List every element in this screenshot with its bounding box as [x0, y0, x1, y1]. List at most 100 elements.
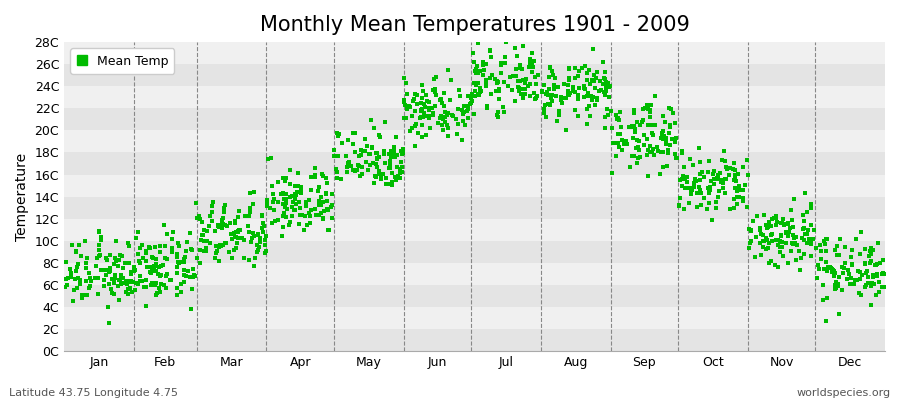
- Mean Temp: [361, 167, 375, 174]
- Mean Temp: [309, 212, 323, 219]
- Mean Temp: [77, 292, 92, 299]
- Mean Temp: [255, 212, 269, 218]
- Mean Temp: [316, 199, 330, 205]
- Mean Temp: [64, 274, 78, 280]
- Mean Temp: [817, 238, 832, 244]
- Mean Temp: [334, 176, 348, 183]
- Mean Temp: [864, 302, 878, 308]
- Mean Temp: [208, 254, 222, 261]
- Mean Temp: [366, 180, 381, 186]
- Mean Temp: [710, 175, 724, 181]
- Mean Temp: [875, 284, 889, 290]
- Mean Temp: [538, 102, 553, 108]
- Mean Temp: [562, 66, 576, 72]
- Mean Temp: [834, 264, 849, 270]
- Mean Temp: [242, 208, 256, 215]
- Mean Temp: [325, 202, 339, 208]
- Mean Temp: [769, 237, 783, 243]
- Mean Temp: [116, 265, 130, 271]
- Mean Temp: [399, 114, 413, 121]
- Mean Temp: [188, 272, 202, 279]
- Mean Temp: [388, 153, 402, 160]
- Mean Temp: [417, 110, 431, 116]
- Mean Temp: [448, 116, 463, 122]
- Mean Temp: [773, 238, 788, 244]
- Mean Temp: [627, 110, 642, 116]
- Mean Temp: [694, 190, 708, 196]
- Mean Temp: [585, 77, 599, 84]
- Mean Temp: [745, 218, 760, 225]
- Mean Temp: [425, 105, 439, 111]
- Mean Temp: [552, 108, 566, 114]
- Mean Temp: [854, 292, 868, 299]
- Mean Temp: [561, 82, 575, 88]
- Mean Temp: [227, 247, 241, 253]
- Mean Temp: [114, 281, 129, 288]
- Mean Temp: [436, 90, 451, 96]
- Mean Temp: [144, 268, 158, 275]
- Mean Temp: [372, 154, 386, 160]
- Mean Temp: [589, 85, 603, 91]
- Mean Temp: [199, 245, 213, 252]
- Mean Temp: [483, 47, 498, 54]
- Mean Temp: [190, 255, 204, 261]
- Mean Temp: [121, 240, 135, 246]
- Mean Temp: [471, 80, 485, 86]
- Mean Temp: [835, 287, 850, 294]
- Mean Temp: [475, 62, 490, 68]
- Mean Temp: [464, 91, 479, 97]
- Mean Temp: [580, 70, 595, 76]
- Mean Temp: [598, 114, 612, 120]
- Mean Temp: [461, 92, 475, 99]
- Mean Temp: [858, 261, 872, 267]
- Mean Temp: [108, 255, 122, 261]
- Mean Temp: [408, 108, 422, 114]
- Mean Temp: [146, 255, 160, 261]
- Mean Temp: [513, 65, 527, 72]
- Mean Temp: [601, 80, 616, 86]
- Mean Temp: [302, 210, 316, 216]
- Mean Temp: [850, 277, 864, 283]
- Mean Temp: [716, 184, 731, 191]
- Mean Temp: [775, 220, 789, 226]
- Mean Temp: [403, 128, 418, 134]
- Mean Temp: [383, 154, 398, 160]
- Mean Temp: [222, 249, 237, 256]
- Mean Temp: [92, 242, 106, 249]
- Mean Temp: [510, 83, 525, 90]
- Mean Temp: [400, 106, 414, 112]
- Mean Temp: [178, 248, 193, 254]
- Mean Temp: [796, 212, 810, 219]
- Mean Temp: [293, 184, 308, 190]
- Mean Temp: [480, 105, 494, 111]
- Mean Temp: [170, 270, 184, 276]
- Mean Temp: [608, 140, 622, 146]
- Mean Temp: [391, 173, 405, 180]
- Mean Temp: [484, 54, 499, 60]
- Mean Temp: [418, 104, 432, 110]
- Mean Temp: [102, 269, 116, 276]
- Mean Temp: [120, 277, 134, 284]
- Mean Temp: [417, 101, 431, 108]
- Mean Temp: [157, 222, 171, 228]
- Mean Temp: [288, 196, 302, 202]
- Mean Temp: [422, 99, 436, 106]
- Mean Temp: [825, 266, 840, 273]
- Mean Temp: [385, 151, 400, 157]
- Mean Temp: [215, 242, 230, 248]
- Mean Temp: [798, 231, 813, 237]
- Mean Temp: [562, 92, 576, 98]
- Mean Temp: [387, 143, 401, 150]
- Mean Temp: [692, 184, 706, 190]
- Mean Temp: [258, 248, 273, 254]
- Mean Temp: [436, 126, 450, 133]
- Mean Temp: [786, 224, 800, 230]
- Mean Temp: [706, 168, 721, 174]
- Mean Temp: [246, 230, 260, 236]
- Mean Temp: [795, 235, 809, 242]
- Mean Temp: [471, 63, 485, 69]
- Mean Temp: [406, 98, 420, 104]
- Mean Temp: [275, 189, 290, 196]
- Mean Temp: [366, 125, 381, 132]
- Mean Temp: [828, 270, 842, 276]
